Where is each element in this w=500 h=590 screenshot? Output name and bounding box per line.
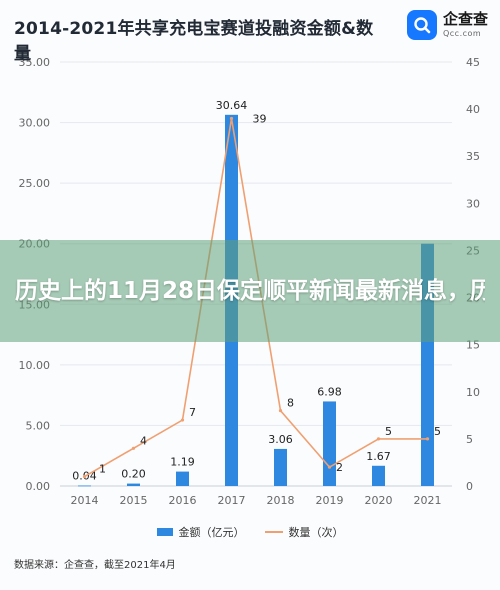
x-tick-label: 2018: [267, 494, 295, 507]
line-point: [180, 418, 185, 422]
y-right-tick-label: 30: [466, 197, 480, 210]
legend-swatch-line: [264, 531, 283, 533]
source-note: 数据来源：企查查，截至2021年4月: [14, 560, 176, 571]
x-tick-label: 2019: [316, 494, 344, 507]
x-tick-label: 2016: [169, 494, 197, 507]
line-point: [131, 446, 136, 450]
bar: [176, 471, 189, 486]
y-left-tick-label: 35.00: [19, 56, 51, 69]
bar: [78, 485, 91, 487]
line-value-label: 39: [253, 113, 267, 126]
overlay-banner: 历史上的11月28日保定顺平新闻最新消息，历史上的11月28: [0, 240, 500, 342]
x-tick-label: 2017: [218, 494, 246, 507]
y-left-tick-label: 0.00: [26, 480, 51, 493]
y-left-tick-label: 10.00: [19, 359, 51, 372]
y-left-tick-label: 5.00: [26, 419, 51, 432]
x-tick-label: 2015: [120, 494, 148, 507]
y-right-tick-label: 10: [466, 386, 480, 399]
bar: [372, 465, 385, 486]
legend-item-amount: 金额（亿元）: [156, 524, 245, 540]
y-right-tick-label: 5: [466, 433, 473, 446]
brand-url: Qcc.com: [442, 29, 482, 38]
bar: [127, 483, 140, 486]
line-value-label: 7: [189, 406, 196, 419]
x-tick-label: 2014: [71, 494, 99, 507]
bar: [323, 401, 336, 486]
brand-name: 企查查: [442, 10, 488, 28]
line-point: [82, 474, 87, 479]
line-point: [425, 437, 430, 441]
line-value-label: 4: [140, 434, 147, 447]
bar: [274, 448, 287, 486]
legend-label-amount: 金额（亿元）: [178, 526, 245, 539]
legend-label-count: 数量（次）: [288, 526, 344, 539]
x-tick-label: 2021: [414, 494, 442, 507]
legend-item-count: 数量（次）: [264, 524, 344, 540]
line-value-label: 8: [287, 397, 294, 410]
line-value-label: 1: [99, 463, 106, 476]
line-value-label: 2: [336, 461, 343, 474]
banner-text: 历史上的11月28日保定顺平新闻最新消息，历史上的11月28: [15, 278, 485, 304]
legend-swatch-bar: [156, 528, 173, 536]
line-point: [229, 116, 234, 121]
y-left-tick-label: 25.00: [19, 177, 51, 190]
bar-value-label: 30.64: [216, 99, 248, 112]
line-point: [327, 465, 332, 469]
y-right-tick-label: 0: [466, 480, 473, 493]
y-right-tick-label: 40: [466, 103, 480, 116]
bar-value-label: 6.98: [317, 385, 342, 398]
bar-value-label: 0.20: [121, 468, 146, 481]
y-right-tick-label: 45: [466, 56, 480, 69]
bar-value-label: 1.67: [366, 450, 391, 463]
bar-value-label: 3.06: [268, 433, 293, 446]
chart-title: 2014-2021年共享充电宝赛道投融资金额&数量: [14, 19, 374, 64]
line-value-label: 5: [385, 425, 392, 438]
y-left-tick-label: 30.00: [19, 117, 51, 130]
bar-value-label: 1.19: [170, 456, 195, 469]
line-point: [376, 437, 381, 441]
search-icon: [406, 10, 437, 40]
chart-legend: 金额（亿元） 数量（次）: [0, 524, 500, 540]
line-point: [278, 409, 283, 413]
line-value-label: 5: [434, 425, 441, 438]
brand-logo: 企查查 Qcc.com: [406, 10, 488, 40]
x-tick-label: 2020: [365, 494, 393, 507]
y-right-tick-label: 35: [466, 150, 480, 163]
